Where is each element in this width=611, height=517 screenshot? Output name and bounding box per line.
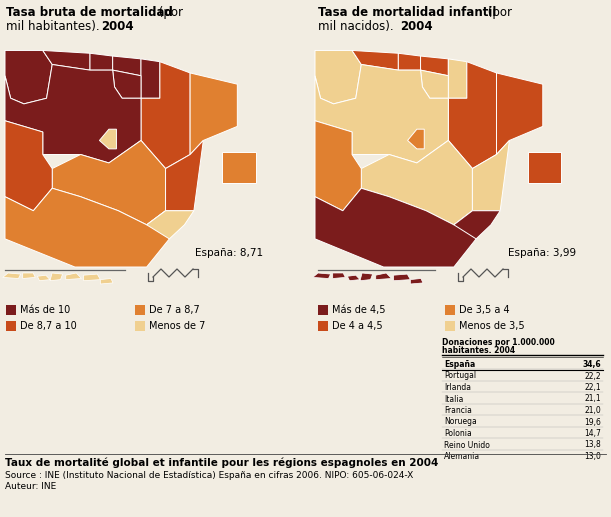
Text: 22,2: 22,2	[584, 372, 601, 381]
Text: (por: (por	[155, 6, 183, 19]
Text: Irlanda: Irlanda	[444, 383, 471, 392]
Polygon shape	[3, 273, 21, 279]
Bar	[445, 321, 455, 331]
Text: España: España	[444, 360, 475, 369]
Text: Menos de 3,5: Menos de 3,5	[459, 321, 525, 331]
Polygon shape	[222, 151, 256, 183]
Text: Francia: Francia	[444, 406, 472, 415]
Bar	[135, 321, 145, 331]
Polygon shape	[190, 73, 237, 155]
Polygon shape	[361, 141, 472, 225]
Text: mil nacidos).: mil nacidos).	[318, 20, 397, 33]
Text: Italia: Italia	[444, 394, 463, 403]
Polygon shape	[5, 121, 52, 211]
Text: 13,8: 13,8	[584, 440, 601, 449]
Text: Tasa bruta de mortalidad: Tasa bruta de mortalidad	[6, 6, 173, 19]
Text: Polonia: Polonia	[444, 429, 472, 438]
Polygon shape	[5, 188, 169, 267]
Polygon shape	[315, 65, 448, 163]
Text: Tasa de mortalidad infantil: Tasa de mortalidad infantil	[318, 6, 496, 19]
Bar	[445, 305, 455, 315]
Text: De 3,5 a 4: De 3,5 a 4	[459, 305, 510, 315]
Text: Menos de 7: Menos de 7	[149, 321, 205, 331]
Text: 13,0: 13,0	[584, 452, 601, 461]
Text: De 4 a 4,5: De 4 a 4,5	[332, 321, 382, 331]
Polygon shape	[420, 70, 448, 98]
Polygon shape	[360, 273, 373, 281]
Text: 2004: 2004	[400, 20, 433, 33]
Polygon shape	[376, 273, 392, 280]
Text: Auteur: INE: Auteur: INE	[5, 482, 56, 491]
Polygon shape	[66, 273, 81, 280]
Polygon shape	[448, 59, 467, 98]
Bar	[6, 321, 16, 331]
Text: (por: (por	[484, 6, 512, 19]
Text: Source : INE (Instituto Nacional de Estadística) España en cifras 2006. NIPO: 60: Source : INE (Instituto Nacional de Esta…	[5, 471, 413, 480]
Polygon shape	[5, 65, 141, 163]
Text: Taux de mortalité global et infantile pour les régions espagnoles en 2004: Taux de mortalité global et infantile po…	[5, 458, 438, 468]
Polygon shape	[472, 141, 510, 211]
Text: 14,7: 14,7	[584, 429, 601, 438]
Polygon shape	[141, 62, 190, 169]
Polygon shape	[37, 275, 50, 281]
Text: 22,1: 22,1	[584, 383, 601, 392]
Bar	[135, 305, 145, 315]
Text: mil habitantes).: mil habitantes).	[6, 20, 103, 33]
Text: 21,0: 21,0	[584, 406, 601, 415]
Polygon shape	[84, 274, 100, 281]
Polygon shape	[23, 273, 35, 279]
Polygon shape	[50, 273, 62, 281]
Text: 19,6: 19,6	[584, 418, 601, 427]
Polygon shape	[141, 59, 160, 98]
Polygon shape	[411, 279, 423, 284]
Text: Más de 10: Más de 10	[20, 305, 70, 315]
Text: Portugal: Portugal	[444, 372, 476, 381]
Text: Noruega: Noruega	[444, 418, 477, 427]
Bar	[318, 321, 328, 331]
Polygon shape	[315, 121, 361, 211]
Bar	[318, 305, 328, 315]
Text: España: 8,71: España: 8,71	[195, 248, 263, 258]
Polygon shape	[408, 129, 424, 149]
Text: Más de 4,5: Más de 4,5	[332, 305, 386, 315]
Text: 2004: 2004	[101, 20, 134, 33]
Polygon shape	[315, 51, 361, 104]
Polygon shape	[112, 56, 141, 76]
Polygon shape	[398, 53, 420, 70]
Text: Alemania: Alemania	[444, 452, 480, 461]
Text: 34,6: 34,6	[582, 360, 601, 369]
Polygon shape	[100, 129, 117, 149]
Polygon shape	[147, 211, 194, 239]
Polygon shape	[90, 53, 112, 70]
Polygon shape	[420, 56, 448, 76]
Polygon shape	[5, 51, 52, 104]
Text: De 8,7 a 10: De 8,7 a 10	[20, 321, 77, 331]
Polygon shape	[352, 51, 398, 70]
Text: Donaciones por 1.000.000: Donaciones por 1.000.000	[442, 338, 555, 347]
Polygon shape	[43, 51, 90, 70]
Bar	[6, 305, 16, 315]
Polygon shape	[497, 73, 543, 155]
Text: España: 3,99: España: 3,99	[508, 248, 576, 258]
Text: Reino Unido: Reino Unido	[444, 440, 490, 449]
Text: 21,1: 21,1	[584, 394, 601, 403]
Polygon shape	[333, 273, 345, 279]
Polygon shape	[100, 279, 113, 284]
Polygon shape	[166, 141, 203, 211]
Polygon shape	[528, 151, 562, 183]
Polygon shape	[393, 274, 411, 281]
Polygon shape	[52, 141, 166, 225]
Polygon shape	[313, 273, 331, 279]
Polygon shape	[448, 62, 497, 169]
Polygon shape	[348, 275, 360, 281]
Polygon shape	[315, 188, 476, 267]
Text: habitantes. 2004: habitantes. 2004	[442, 346, 515, 355]
Polygon shape	[454, 211, 500, 239]
Text: De 7 a 8,7: De 7 a 8,7	[149, 305, 200, 315]
Polygon shape	[112, 70, 141, 98]
